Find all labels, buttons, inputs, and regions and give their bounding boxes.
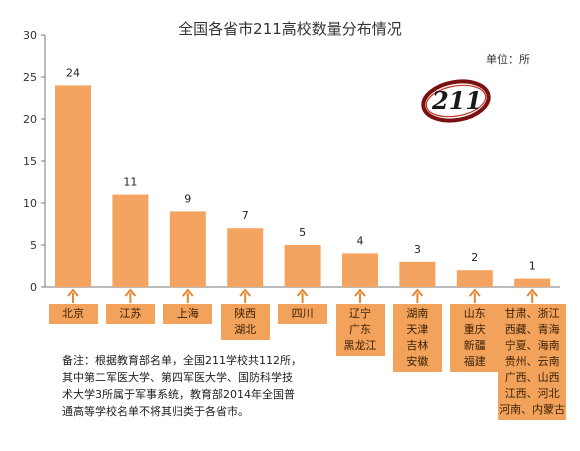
footnote-line: 术大学3所属于军事系统，教育部2014年全国普	[62, 388, 295, 401]
y-tick-label: 25	[23, 71, 37, 84]
category-label-line: 山东	[463, 307, 486, 320]
category-label-line: 四川	[291, 307, 314, 320]
arrow-head	[296, 288, 309, 297]
category-label: 陕西 湖北	[220, 304, 270, 340]
category-label-line: 重庆	[463, 323, 486, 336]
arrow-head	[526, 288, 538, 297]
data-label: 7	[242, 209, 249, 222]
category-label: 辽宁 广东 黑龙江	[335, 304, 385, 356]
arrow-head	[67, 288, 79, 297]
data-label: 1	[529, 260, 536, 273]
bar	[112, 194, 149, 287]
category-label-line: 江西、河北	[504, 387, 560, 400]
category-label-line: 广西、山西	[504, 371, 560, 384]
category-label: 湖南 天津 吉林 安徽	[392, 304, 442, 372]
footnote: 备注：根据教育部名单，全国211学校共112所， 其中第二军医大学、第四军医大学…	[62, 352, 487, 420]
category-label-line: 贵州、云南	[504, 355, 560, 368]
category-label-line: 安徽	[406, 355, 429, 368]
category-label-line: 江苏	[119, 307, 142, 320]
data-label: 24	[66, 66, 80, 79]
arrow-head	[239, 288, 251, 297]
category-label-line: 新疆	[463, 339, 486, 352]
data-label: 2	[471, 251, 478, 264]
category-label-line: 辽宁	[349, 307, 371, 320]
bar	[169, 211, 206, 287]
211-logo-icon: 211	[421, 79, 491, 123]
data-label: 11	[123, 176, 137, 189]
y-tick-label: 0	[30, 281, 37, 294]
category-label-line: 湖北	[234, 323, 257, 336]
category-label-line: 河南、内蒙古	[499, 403, 566, 416]
category-label-line: 福建	[463, 355, 486, 368]
arrow-head	[411, 288, 424, 297]
category-label-line: 西藏、青海	[504, 323, 560, 336]
arrow-up-icon	[354, 288, 366, 303]
arrow-up-icon	[411, 288, 424, 303]
bar	[399, 261, 436, 287]
category-label: 山东 重庆 新疆 福建	[450, 304, 500, 372]
unit-label: 单位：所	[486, 53, 530, 66]
arrow-up-icon	[239, 288, 251, 303]
y-tick-label: 30	[23, 29, 37, 42]
y-tick-label: 5	[30, 239, 37, 252]
category-label-line: 陕西	[234, 307, 257, 320]
arrow-up-icon	[124, 288, 137, 303]
category-label: 甘肃、浙江西藏、青海宁夏、海南贵州、云南广西、山西江西、河北河南、内蒙古	[498, 304, 567, 420]
bar	[55, 85, 91, 288]
category-label: 上海	[163, 304, 213, 324]
arrow-up-icon	[67, 288, 79, 303]
data-label: 4	[357, 234, 364, 247]
category-label-line: 黑龙江	[343, 339, 377, 352]
data-label: 3	[414, 243, 421, 256]
category-label: 江苏	[105, 304, 155, 324]
logo-text: 211	[431, 86, 482, 115]
category-label-line: 宁夏、海南	[504, 339, 560, 352]
footnote-line: 其中第二军医大学、第四军医大学、国防科学技	[62, 371, 293, 384]
category-label-line: 广东	[349, 323, 371, 336]
arrow-up-icon	[526, 288, 538, 303]
category-label-line: 北京	[62, 307, 84, 320]
data-label: 9	[184, 192, 191, 205]
y-tick-label: 20	[23, 113, 37, 126]
bar	[456, 270, 493, 287]
category-label-line: 吉林	[406, 339, 429, 352]
bar	[342, 253, 378, 287]
data-label: 5	[299, 226, 306, 239]
bar	[227, 228, 264, 287]
arrow-up-icon	[469, 288, 481, 303]
category-label: 四川	[278, 304, 328, 324]
category-label-line: 甘肃、浙江	[504, 307, 560, 320]
arrow-head	[182, 288, 194, 297]
y-tick-label: 10	[23, 197, 37, 210]
category-label: 北京	[48, 304, 98, 324]
category-label-line: 上海	[176, 307, 199, 320]
arrow-head	[469, 288, 481, 297]
y-tick-label: 15	[23, 155, 37, 168]
category-label-line: 湖南	[406, 307, 429, 320]
chart-title: 全国各省市211高校数量分布情况	[178, 20, 402, 38]
arrow-up-icon	[182, 288, 194, 303]
category-label-line: 天津	[406, 323, 429, 336]
footnote-line: 通高等学校名单不将其归类于各省市。	[62, 405, 249, 418]
bar	[514, 278, 551, 287]
footnote-line: 备注：根据教育部名单，全国211学校共112所，	[62, 354, 302, 367]
arrow-up-icon	[296, 288, 309, 303]
arrow-head	[124, 288, 137, 297]
arrow-head	[354, 288, 366, 297]
bar	[284, 245, 321, 287]
